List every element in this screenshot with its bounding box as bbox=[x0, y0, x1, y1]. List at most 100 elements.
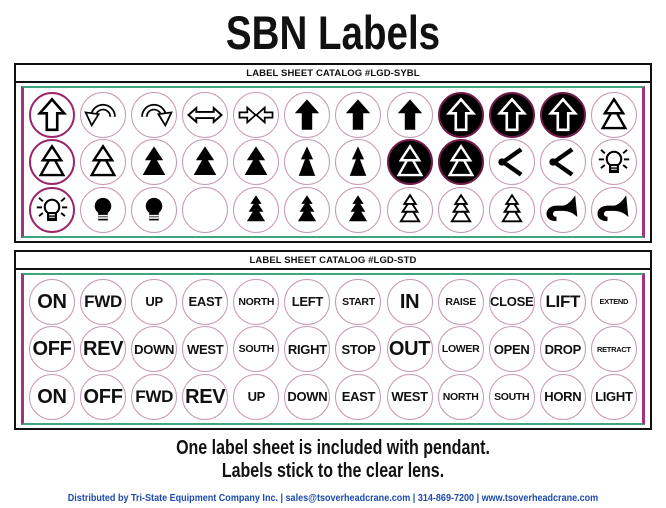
sticker-label: REV bbox=[82, 338, 124, 361]
note-line-2: Labels stick to the clear lens. bbox=[221, 459, 445, 482]
arrow-up-inverse-sticker bbox=[539, 91, 586, 138]
arrow-up-inverse-icon bbox=[441, 95, 481, 135]
arrow-curve-right-sticker bbox=[131, 91, 178, 138]
tree-2-solid-narrow-sticker bbox=[284, 139, 331, 186]
text-sticker: FWD bbox=[131, 373, 178, 420]
bulb-solid-sticker bbox=[80, 186, 127, 233]
sticker-label: UP bbox=[247, 389, 266, 405]
sticker-label: SOUTH bbox=[238, 343, 275, 356]
tree-3-solid-sticker bbox=[335, 186, 382, 233]
sticker-label: EXTEND bbox=[599, 297, 629, 307]
tree-3-solid-sticker bbox=[284, 186, 331, 233]
sticker-label: RIGHT bbox=[287, 341, 327, 357]
arrow-up-solid-icon bbox=[390, 95, 430, 135]
text-sticker: FWD bbox=[80, 278, 127, 325]
sticker-label: DROP bbox=[544, 341, 582, 357]
arrow-up-inverse-icon bbox=[543, 95, 583, 135]
sheet-header: LABEL SHEET CATALOG #LGD-STD bbox=[16, 252, 650, 271]
horn-solid-icon bbox=[543, 190, 583, 230]
flyer-page: SBN Labels LABEL SHEET CATALOG #LGD-SYBL… bbox=[0, 8, 666, 508]
arrow-up-inverse-sticker bbox=[488, 91, 535, 138]
sticker-label: OUT bbox=[388, 338, 431, 361]
text-sticker: OFF bbox=[29, 326, 75, 373]
text-sticker: STOP bbox=[335, 326, 382, 373]
arrow-up-outline-sticker bbox=[29, 91, 75, 138]
tree-2-solid-sticker bbox=[233, 139, 280, 186]
tree-2-solid-icon bbox=[185, 142, 225, 182]
sticker-label: RETRACT bbox=[596, 344, 631, 354]
tree-2-inverse-icon bbox=[390, 142, 430, 182]
sticker-label: OFF bbox=[83, 385, 123, 408]
text-sticker: HORN bbox=[539, 373, 586, 420]
tree-2-solid-narrow-icon bbox=[338, 142, 378, 182]
sticker-label: FWD bbox=[135, 387, 174, 407]
tree-2-outline-sticker bbox=[590, 91, 637, 138]
sticker-label: OFF bbox=[32, 338, 72, 361]
sheet-header: LABEL SHEET CATALOG #LGD-SYBL bbox=[16, 65, 650, 84]
arrow-curve-right-icon bbox=[134, 95, 174, 135]
arrow-up-inverse-icon bbox=[492, 95, 532, 135]
tree-3-outline-icon bbox=[492, 190, 532, 230]
sticker-label: FWD bbox=[84, 292, 122, 312]
tree-2-inverse-sticker bbox=[386, 139, 433, 186]
label-sheet-text: LABEL SHEET CATALOG #LGD-STD ON FWD UP EAST N… bbox=[14, 250, 652, 431]
tree-2-solid-icon bbox=[134, 142, 174, 182]
tree-2-solid-narrow-icon bbox=[287, 142, 327, 182]
text-sticker: NORTH bbox=[437, 373, 484, 420]
text-sticker: WEST bbox=[386, 373, 433, 420]
tree-2-solid-icon bbox=[236, 142, 276, 182]
text-sticker: IN bbox=[386, 278, 433, 325]
text-sticker: REV bbox=[80, 326, 127, 373]
tree-2-outline-icon bbox=[32, 142, 72, 182]
arrows-converge-icon bbox=[236, 95, 276, 135]
text-sticker: ON bbox=[29, 278, 75, 325]
text-sticker: START bbox=[335, 278, 382, 325]
sticker-label: ON bbox=[37, 385, 67, 408]
footer-distributor-info: Distributed by Tri-State Equipment Compa… bbox=[67, 492, 599, 505]
page-title: SBN Labels bbox=[225, 6, 441, 59]
text-sticker: EXTEND bbox=[590, 278, 637, 325]
text-sticker: SOUTH bbox=[488, 373, 535, 420]
arrow-up-solid-sticker bbox=[386, 91, 433, 138]
text-sticker: RAISE bbox=[437, 278, 484, 325]
sticker-label: LIFT bbox=[545, 292, 581, 312]
tree-2-outline-sticker bbox=[29, 139, 75, 186]
tree-3-outline-icon bbox=[441, 190, 481, 230]
sticker-row bbox=[29, 139, 637, 186]
tree-3-solid-icon bbox=[287, 190, 327, 230]
sticker-label: NORTH bbox=[238, 295, 275, 308]
label-sheet-symbols: LABEL SHEET CATALOG #LGD-SYBL bbox=[14, 63, 652, 244]
text-sticker: LIFT bbox=[539, 278, 586, 325]
bulb-rays-outline-icon bbox=[594, 142, 634, 182]
arrows-converge-sticker bbox=[233, 91, 280, 138]
text-sticker: DROP bbox=[539, 326, 586, 373]
sticker-label: CLOSE bbox=[490, 294, 534, 310]
tree-2-solid-sticker bbox=[131, 139, 178, 186]
beam-spread-sticker bbox=[488, 139, 535, 186]
text-sticker: NORTH bbox=[233, 278, 280, 325]
arrow-double-horizontal-icon bbox=[185, 95, 225, 135]
tree-2-solid-sticker bbox=[182, 139, 229, 186]
sticker-label: EAST bbox=[341, 389, 376, 405]
sheet-grid: ON FWD UP EAST NORTH LEFT START IN RAISE CLOSE LIF… bbox=[21, 273, 645, 426]
tree-2-outline-icon bbox=[83, 142, 123, 182]
bulb-solid-icon bbox=[83, 190, 123, 230]
tree-2-inverse-sticker bbox=[437, 139, 484, 186]
arrow-up-solid-icon bbox=[287, 95, 327, 135]
tree-2-solid-narrow-sticker bbox=[335, 139, 382, 186]
bulb-solid-sticker bbox=[131, 186, 178, 233]
note-line-1: One label sheet is included with pendant… bbox=[176, 437, 490, 460]
sticker-label: START bbox=[342, 295, 375, 308]
sticker-label: DOWN bbox=[134, 341, 175, 357]
sticker-label: OPEN bbox=[493, 341, 530, 357]
arrow-double-horizontal-sticker bbox=[182, 91, 229, 138]
tree-3-outline-sticker bbox=[386, 186, 433, 233]
sticker-label: IN bbox=[399, 290, 420, 313]
blank-sticker bbox=[182, 186, 229, 233]
bulb-solid-icon bbox=[134, 190, 174, 230]
arrow-up-inverse-sticker bbox=[437, 91, 484, 138]
sticker-label: DOWN bbox=[287, 389, 328, 405]
sticker-row: OFF REV DOWN WEST SOUTH RIGHT STOP OUT LOWER OPEN… bbox=[29, 326, 637, 373]
text-sticker: SOUTH bbox=[233, 326, 280, 373]
text-sticker: LOWER bbox=[437, 326, 484, 373]
